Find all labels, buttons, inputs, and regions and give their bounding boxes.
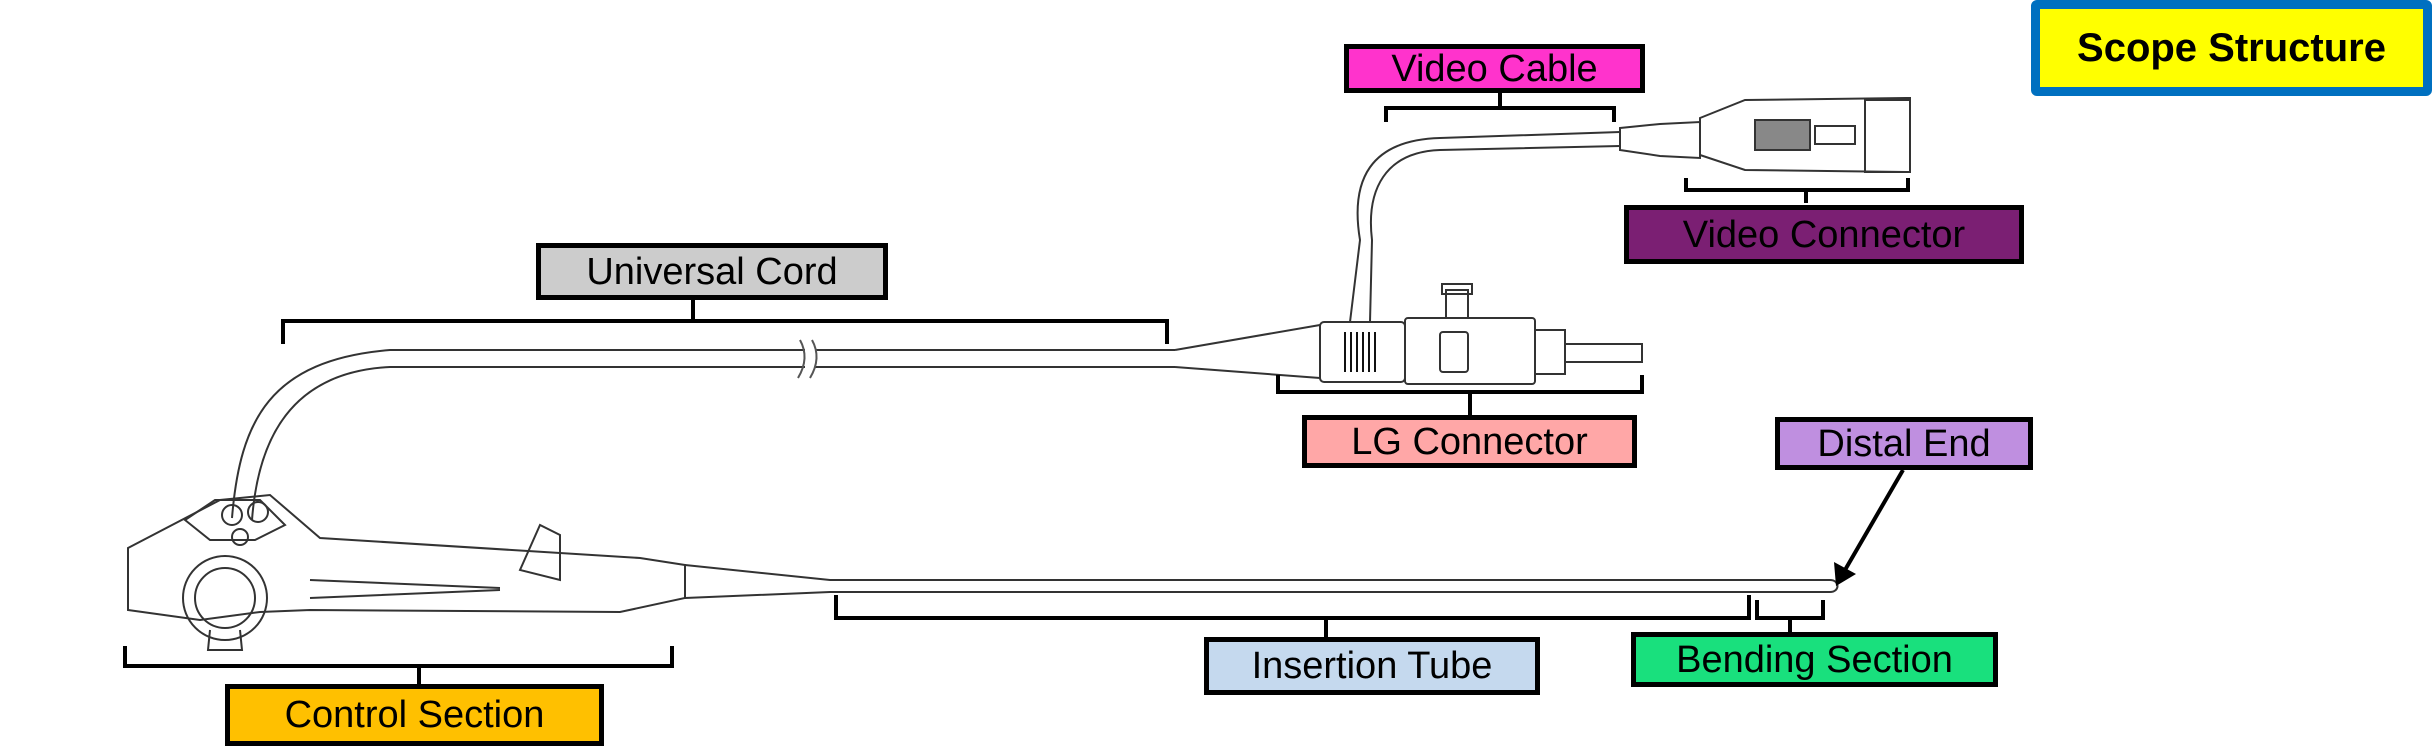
lg-connector-bracket <box>1276 375 1644 416</box>
lg-connector-drawing <box>1319 283 1643 385</box>
video-connector-label: Video Connector <box>1624 205 2024 264</box>
lg-connector-label: LG Connector <box>1302 415 1637 468</box>
video-cable-bracket <box>1384 88 1616 122</box>
insertion-tube-label: Insertion Tube <box>1204 637 1540 695</box>
control-section-label: Control Section <box>225 684 604 746</box>
bending-section-drawing <box>1755 579 1839 593</box>
video-cable-drawing <box>1349 131 1621 323</box>
distal-end-label: Distal End <box>1775 417 2033 470</box>
control-section-drawing <box>127 493 686 651</box>
video-connector-bracket <box>1684 178 1910 203</box>
bending-section-bracket <box>1755 600 1825 636</box>
insertion-tube-drawing <box>684 564 1755 599</box>
universal-cord-bracket <box>281 299 1169 344</box>
universal-cord-label: Universal Cord <box>536 243 888 300</box>
diagram-title: Scope Structure <box>2031 0 2432 96</box>
universal-cord-drawing <box>231 349 1175 519</box>
video-connector-drawing <box>1619 96 1911 174</box>
bending-section-label: Bending Section <box>1631 632 1998 687</box>
insertion-tube-bracket <box>834 595 1751 640</box>
video-cable-label: Video Cable <box>1344 44 1645 93</box>
distal-end-arrow <box>1834 468 1905 586</box>
brackets <box>123 88 1910 686</box>
endoscope-drawing <box>127 96 1911 651</box>
control-section-bracket <box>123 646 674 686</box>
